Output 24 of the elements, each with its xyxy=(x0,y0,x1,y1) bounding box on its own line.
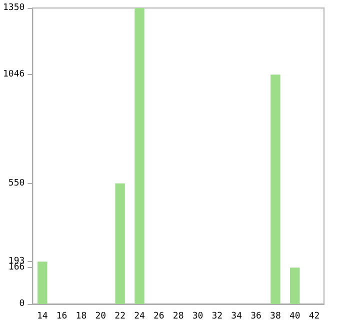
x-tick-label: 38 xyxy=(270,312,281,321)
bar xyxy=(270,74,280,304)
y-tick-label: 1046 xyxy=(2,70,25,80)
bar xyxy=(134,8,144,304)
x-tick-label: 34 xyxy=(231,312,242,321)
y-tick-label: 1350 xyxy=(2,3,25,13)
x-tick-label: 26 xyxy=(153,312,164,321)
x-tick-label: 22 xyxy=(114,312,126,321)
x-tick-label: 36 xyxy=(250,312,262,321)
x-tick-label: 24 xyxy=(134,312,145,321)
x-tick-label: 40 xyxy=(289,312,300,321)
x-tick-label: 14 xyxy=(36,312,48,321)
x-tick-label: 32 xyxy=(212,312,223,321)
x-tick-label: 18 xyxy=(76,312,87,321)
x-tick-label: 28 xyxy=(172,312,184,321)
bar xyxy=(115,183,125,304)
y-tick-label: 0 xyxy=(19,299,25,309)
x-tick-label: 42 xyxy=(308,312,320,321)
bar xyxy=(290,268,300,304)
x-tick-label: 30 xyxy=(192,312,204,321)
bar xyxy=(38,262,48,304)
x-tick-label: 20 xyxy=(95,312,106,321)
x-tick-label: 16 xyxy=(56,312,68,321)
y-tick-label: 550 xyxy=(8,178,25,188)
